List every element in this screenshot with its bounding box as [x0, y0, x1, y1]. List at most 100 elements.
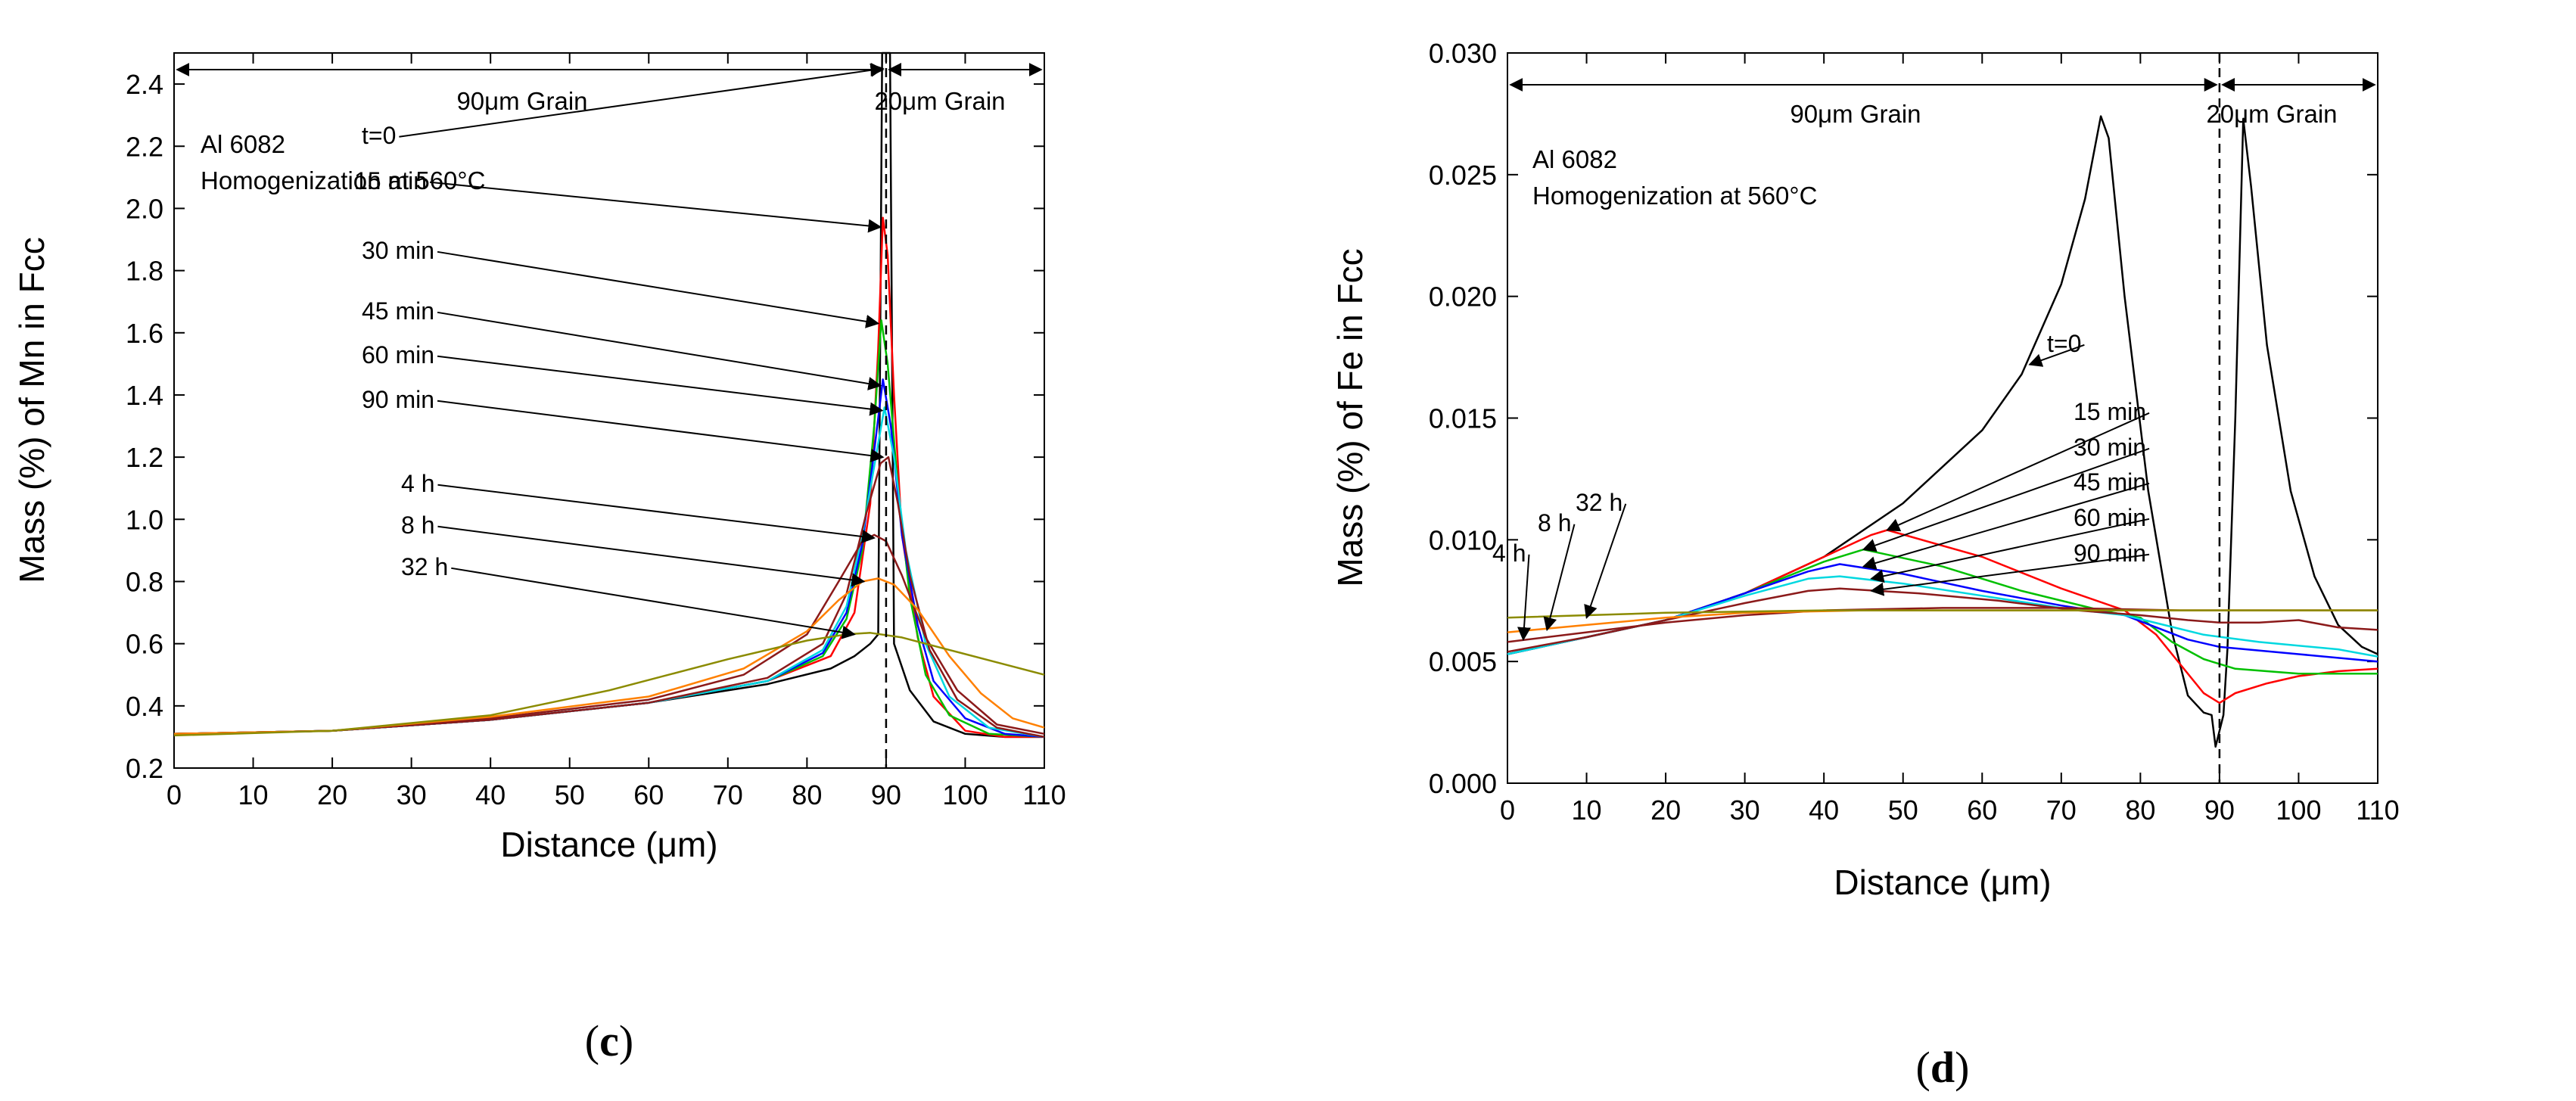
grain-label-20-d: 20μm Grain	[2206, 100, 2337, 128]
y-tick-label-c-3: 0.8	[126, 566, 163, 597]
caption-d-letter: d	[1930, 1043, 1955, 1092]
y-tick-label-d-3: 0.015	[1429, 403, 1497, 434]
x-tick-label-d-3: 30	[1730, 795, 1760, 826]
label-4h-arrow-d	[1517, 554, 1531, 642]
y-tick-label-c-4: 1.0	[126, 504, 163, 535]
label-15min-c: 15 min	[354, 167, 427, 194]
condition-label-c: Homogenization at 560°C	[201, 166, 485, 194]
label-15min-d: 15 min	[2074, 398, 2146, 425]
x-axis-label-c: Distance (μm)	[500, 825, 717, 864]
x-tick-label-d-4: 40	[1809, 795, 1839, 826]
label-30min-d: 30 min	[2074, 434, 2146, 461]
y-tick-label-d-0: 0.000	[1429, 768, 1497, 799]
y-tick-label-c-2: 0.6	[126, 629, 163, 660]
x-axis-label-d: Distance (μm)	[1834, 863, 2051, 902]
y-axis-label-d: Mass (%) of Fe in Fcc	[1330, 248, 1370, 586]
label-t0-c: t=0	[362, 122, 396, 149]
y-tick-label-c-6: 1.4	[126, 380, 163, 411]
y-tick-label-c-0: 0.2	[126, 753, 163, 784]
y-tick-label-c-9: 2.0	[126, 193, 163, 224]
label-45min-arrow-c	[437, 311, 882, 390]
label-15min-arrow-d	[1886, 412, 2150, 532]
label-t0-d: t=0	[2047, 330, 2081, 357]
grain-label-90-c: 90μm Grain	[456, 87, 587, 115]
label-32h-d: 32 h	[1576, 489, 1622, 516]
x-tick-label-c-5: 50	[555, 779, 585, 810]
x-tick-label-c-4: 40	[475, 779, 506, 810]
x-tick-label-d-9: 90	[2204, 795, 2235, 826]
x-tick-label-d-10: 100	[2276, 795, 2321, 826]
y-axis-label-c: Mass (%) of Mn in Fcc	[12, 237, 51, 583]
label-8h-d: 8 h	[1538, 509, 1571, 537]
label-30min-c: 30 min	[362, 237, 434, 264]
x-ticks-d: 0 10 20 30 40 50 60 70 80 90 100 110	[1500, 53, 2400, 826]
condition-label-d: Homogenization at 560°C	[1532, 182, 1817, 210]
x-tick-label-d-1: 10	[1572, 795, 1602, 826]
label-15min-arrow-c	[429, 181, 882, 233]
x-tick-label-c-7: 70	[713, 779, 743, 810]
label-4h-c: 4 h	[401, 470, 434, 497]
annotations-c: t=0 15 min 30 min 45 min 60 min 90 min 4 h 8 h 3…	[176, 53, 1043, 768]
label-60min-arrow-d	[1870, 518, 2150, 583]
x-tick-label-c-9: 90	[871, 779, 901, 810]
y-tick-label-d-2: 0.010	[1429, 524, 1497, 555]
label-4h-arrow-c	[437, 484, 876, 543]
series-line-c-32h	[173, 632, 1045, 737]
x-tick-label-c-0: 0	[166, 779, 182, 810]
y-ticks-d: 0.000 0.005 0.010 0.015 0.020 0.025 0.030	[1429, 38, 2378, 799]
x-tick-label-d-11: 110	[2356, 795, 2399, 826]
y-tick-label-c-8: 1.8	[126, 256, 163, 287]
x-tick-label-d-6: 60	[1967, 795, 1997, 826]
plot-area-c	[173, 52, 1045, 769]
label-4h-d: 4 h	[1492, 540, 1526, 567]
label-t0-arrow-c	[399, 63, 885, 138]
grain-label-20-c: 20μm Grain	[874, 87, 1005, 115]
caption-c-letter: c	[599, 1016, 619, 1065]
x-tick-label-d-5: 50	[1888, 795, 1918, 826]
label-45min-arrow-d	[1862, 482, 2150, 570]
panel-d: 0.000 0.005 0.010 0.015 0.020 0.025 0.030 0 10 2…	[1330, 38, 2400, 1092]
x-tick-label-c-2: 20	[317, 779, 347, 810]
label-t0-arrow-d	[2028, 344, 2085, 367]
series-line-d-32h	[1507, 609, 2378, 619]
label-30min-arrow-d	[1862, 447, 2150, 552]
x-tick-label-c-8: 80	[792, 779, 822, 810]
x-tick-label-c-3: 30	[397, 779, 427, 810]
y-tick-label-d-6: 0.030	[1429, 38, 1497, 69]
y-tick-label-c-10: 2.2	[126, 131, 163, 162]
label-30min-arrow-c	[437, 250, 880, 328]
y-tick-label-c-7: 1.6	[126, 318, 163, 349]
y-tick-label-c-11: 2.4	[126, 69, 163, 100]
x-tick-label-d-2: 20	[1650, 795, 1681, 826]
caption-c-text: (c)	[585, 1016, 633, 1065]
label-60min-c: 60 min	[362, 341, 434, 369]
label-32h-arrow-d	[1584, 503, 1627, 619]
x-tick-label-c-1: 10	[238, 779, 269, 810]
label-32h-arrow-c	[451, 567, 856, 639]
y-ticks-c: 0.2 0.4 0.6 0.8 1.0 1.2 1.4 1.6 1.8 2.0 2.2 2.4	[126, 69, 1044, 784]
panel-c: 0.2 0.4 0.6 0.8 1.0 1.2 1.4 1.6 1.8 2.0 2.2 2.4 0 10…	[12, 51, 1066, 1065]
y-tick-label-c-1: 0.4	[126, 691, 163, 722]
series-group-d	[1507, 115, 2378, 748]
x-tick-label-d-7: 70	[2046, 795, 2077, 826]
label-45min-c: 45 min	[362, 297, 434, 325]
y-tick-label-c-5: 1.2	[126, 442, 163, 473]
y-tick-label-d-1: 0.005	[1429, 646, 1497, 677]
x-tick-label-c-10: 100	[942, 779, 988, 810]
subject-label-d: Al 6082	[1532, 145, 1617, 173]
caption-d-text: (d)	[1916, 1043, 1970, 1092]
label-8h-arrow-c	[437, 525, 866, 587]
label-32h-c: 32 h	[401, 553, 448, 580]
label-90min-c: 90 min	[362, 386, 434, 413]
series-line-c-90min	[173, 456, 1045, 739]
label-60min-arrow-c	[437, 355, 884, 416]
grain-label-90-d: 90μm Grain	[1790, 100, 1921, 128]
y-tick-label-d-5: 0.025	[1429, 160, 1497, 191]
label-90min-arrow-d	[1870, 553, 2150, 596]
x-tick-label-d-8: 80	[2125, 795, 2155, 826]
y-tick-label-d-4: 0.020	[1429, 281, 1497, 313]
label-8h-c: 8 h	[401, 512, 434, 539]
x-tick-label-d-0: 0	[1500, 795, 1515, 826]
